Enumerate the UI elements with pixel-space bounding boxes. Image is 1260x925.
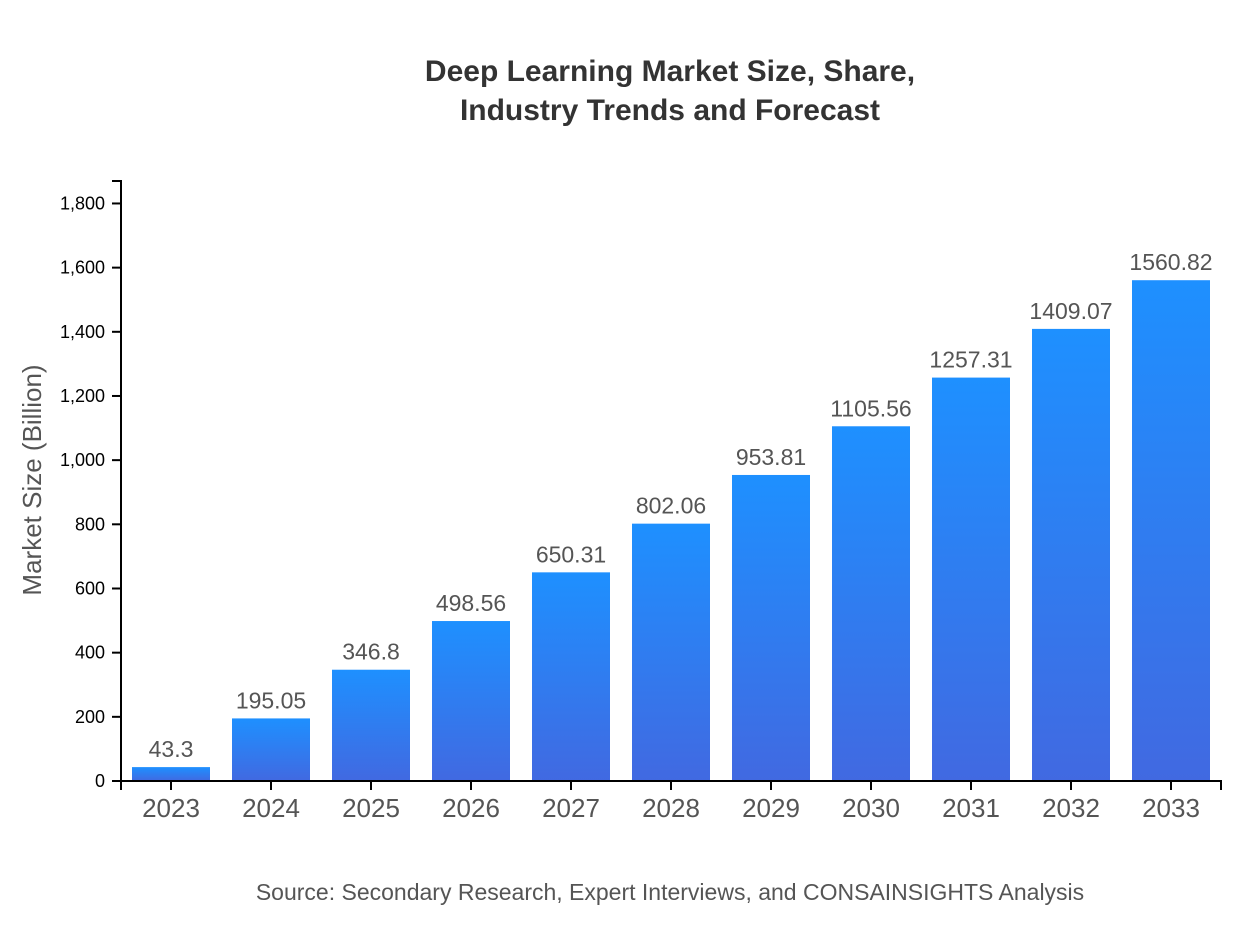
data-label-2026: 498.56 [436, 590, 506, 616]
y-tick-label-800: 800 [75, 514, 105, 534]
bar-2029 [732, 474, 810, 781]
x-tick-label-2027: 2027 [542, 793, 600, 823]
x-tick-label-2031: 2031 [942, 793, 1000, 823]
x-tick-label-2026: 2026 [442, 793, 500, 823]
bar-2024 [232, 718, 310, 781]
x-tick-label-2033: 2033 [1142, 793, 1200, 823]
data-label-2028: 802.06 [636, 493, 706, 519]
y-axis-line [112, 180, 122, 781]
bar-2031 [932, 377, 1010, 781]
x-tick-label-2024: 2024 [242, 793, 300, 823]
x-tick-label-2032: 2032 [1042, 793, 1100, 823]
bar-2025 [332, 669, 410, 781]
data-label-2027: 650.31 [536, 541, 606, 567]
data-label-2025: 346.8 [342, 639, 400, 665]
y-tick-label-1400: 1,400 [60, 322, 105, 342]
x-tick-label-2025: 2025 [342, 793, 400, 823]
y-tick-label-200: 200 [75, 707, 105, 727]
y-tick-label-1800: 1,800 [60, 193, 105, 213]
bar-2032 [1032, 328, 1110, 781]
y-tick-label-400: 400 [75, 643, 105, 663]
data-label-2030: 1105.56 [830, 395, 911, 421]
data-label-2031: 1257.31 [929, 347, 1012, 373]
source-note: Source: Secondary Research, Expert Inter… [256, 879, 1084, 905]
data-label-2024: 195.05 [236, 687, 306, 713]
bar-2027 [532, 572, 610, 781]
y-tick-label-0: 0 [95, 771, 105, 791]
y-tick-label-600: 600 [75, 578, 105, 598]
chart-title-line-1: Deep Learning Market Size, Share, [425, 55, 915, 88]
data-label-2033: 1560.82 [1129, 249, 1212, 275]
y-tick-label-1200: 1,200 [60, 386, 105, 406]
y-axis-label: Market Size (Billion) [17, 364, 47, 595]
bar-2030 [832, 426, 910, 781]
data-label-2029: 953.81 [736, 444, 806, 470]
bar-2023 [132, 767, 210, 781]
bar-2033 [1132, 280, 1210, 781]
x-tick-label-2023: 2023 [142, 793, 200, 823]
bar-2028 [632, 523, 710, 781]
x-tick-label-2028: 2028 [642, 793, 700, 823]
bar-2026 [432, 621, 510, 781]
y-tick-label-1000: 1,000 [60, 450, 105, 470]
x-tick-label-2030: 2030 [842, 793, 900, 823]
x-axis-line [120, 780, 1222, 790]
y-tick-label-1600: 1,600 [60, 258, 105, 278]
x-tick-label-2029: 2029 [742, 793, 800, 823]
chart-title-line-2: Industry Trends and Forecast [460, 94, 880, 127]
data-label-2023: 43.3 [149, 736, 194, 762]
data-label-2032: 1409.07 [1029, 298, 1112, 324]
